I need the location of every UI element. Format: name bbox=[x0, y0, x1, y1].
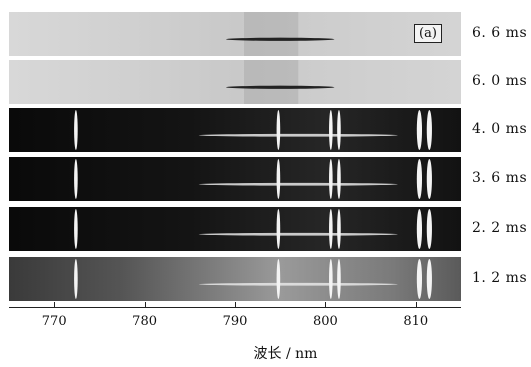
x-tick-label: 800 bbox=[312, 314, 338, 329]
spectrum-strip bbox=[9, 157, 461, 201]
spectrum-strip bbox=[9, 108, 461, 152]
dark-band bbox=[225, 85, 335, 89]
emission-line bbox=[426, 259, 432, 299]
x-tick-label: 770 bbox=[41, 314, 67, 329]
x-tick bbox=[325, 302, 327, 307]
spectrum-strip bbox=[9, 12, 461, 56]
time-label: 4. 0 ms bbox=[472, 121, 528, 137]
emission-line bbox=[329, 159, 333, 199]
spectrum-strip bbox=[9, 207, 461, 251]
time-label: 3. 6 ms bbox=[472, 170, 528, 186]
absorption-smear bbox=[244, 12, 299, 56]
emission-line bbox=[426, 110, 432, 150]
horizontal-glow bbox=[198, 282, 398, 286]
x-tick bbox=[235, 302, 236, 307]
x-tick-label: 810 bbox=[403, 314, 429, 329]
x-axis-label: 波长 / nm bbox=[0, 343, 531, 363]
emission-line bbox=[74, 159, 78, 199]
x-axis-line bbox=[9, 307, 461, 308]
emission-line bbox=[337, 159, 341, 199]
emission-line bbox=[416, 259, 423, 299]
panel-tag: (a) bbox=[414, 24, 442, 43]
x-tick bbox=[415, 302, 417, 307]
emission-line bbox=[337, 110, 341, 150]
emission-line bbox=[276, 209, 281, 249]
horizontal-glow bbox=[198, 182, 398, 186]
horizontal-glow bbox=[198, 133, 398, 137]
emission-line bbox=[416, 209, 423, 249]
x-axis-label-text: 波长 / nm bbox=[253, 346, 318, 362]
x-tick bbox=[54, 302, 56, 307]
emission-line bbox=[337, 259, 341, 299]
spectrum-strip bbox=[9, 257, 461, 301]
strip-background bbox=[9, 157, 461, 201]
emission-line bbox=[276, 110, 281, 150]
strip-background bbox=[9, 207, 461, 251]
absorption-smear bbox=[244, 60, 299, 104]
time-label: 2. 2 ms bbox=[472, 220, 528, 236]
strip-background bbox=[9, 60, 461, 104]
x-tick-label: 780 bbox=[132, 314, 158, 329]
emission-line bbox=[74, 110, 78, 150]
emission-line bbox=[276, 259, 281, 299]
time-label: 6. 0 ms bbox=[472, 73, 528, 89]
emission-line bbox=[426, 209, 432, 249]
time-label: 6. 6 ms bbox=[472, 25, 528, 41]
emission-line bbox=[416, 159, 423, 199]
emission-line bbox=[74, 259, 78, 299]
strip-background bbox=[9, 108, 461, 152]
emission-line bbox=[337, 209, 341, 249]
strip-background bbox=[9, 12, 461, 56]
x-tick bbox=[144, 302, 146, 307]
emission-line bbox=[276, 159, 281, 199]
time-label: 1. 2 ms bbox=[472, 270, 528, 286]
horizontal-glow bbox=[198, 232, 398, 236]
emission-line bbox=[426, 159, 432, 199]
strip-background bbox=[9, 257, 461, 301]
dark-band bbox=[225, 37, 335, 41]
emission-line bbox=[74, 209, 78, 249]
emission-line bbox=[329, 110, 333, 150]
spectrum-strip bbox=[9, 60, 461, 104]
x-tick-label: 790 bbox=[222, 314, 248, 329]
emission-line bbox=[329, 209, 333, 249]
emission-line bbox=[416, 110, 423, 150]
emission-line bbox=[329, 259, 333, 299]
